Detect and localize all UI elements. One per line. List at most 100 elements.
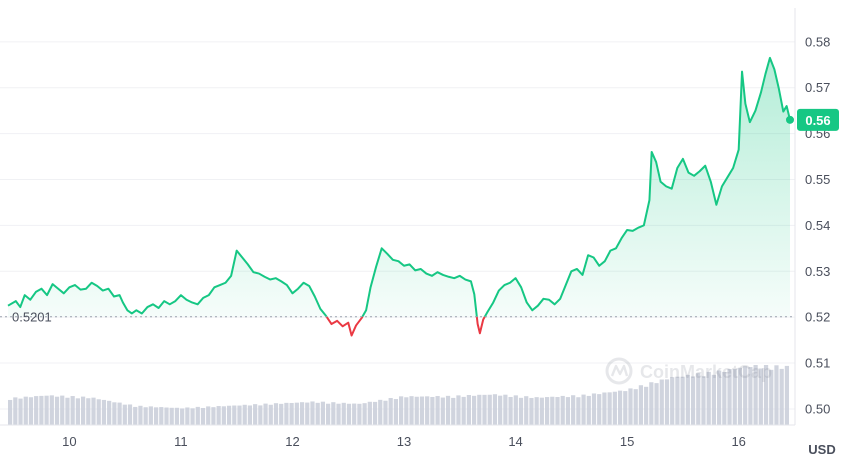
volume-bar xyxy=(378,399,383,425)
volume-bar xyxy=(769,369,774,425)
volume-bar xyxy=(159,407,164,425)
volume-bar xyxy=(539,397,544,425)
y-tick-label: 0.50 xyxy=(805,401,830,416)
volume-bar xyxy=(367,401,372,425)
current-price-label: 0.56 xyxy=(805,113,830,128)
volume-bar xyxy=(268,404,273,425)
volume-bar xyxy=(482,394,487,425)
volume-bar xyxy=(247,405,253,425)
volume-bar xyxy=(628,388,633,425)
volume-bar xyxy=(299,402,305,425)
volume-bar xyxy=(659,379,664,425)
volume-bar xyxy=(581,394,586,425)
volume-bar xyxy=(133,406,138,425)
volume-bar xyxy=(70,396,75,425)
volume-bar xyxy=(13,397,18,425)
volume-bar xyxy=(232,405,237,425)
x-tick-label: 16 xyxy=(731,434,745,449)
volume-bar xyxy=(690,376,696,425)
volume-bar xyxy=(591,393,597,425)
volume-bar xyxy=(696,373,701,425)
volume-bar xyxy=(534,397,539,425)
volume-bar xyxy=(226,405,232,425)
volume-bar xyxy=(430,396,435,425)
volume-bar xyxy=(39,395,44,425)
volume-bar xyxy=(195,406,200,425)
volume-bar xyxy=(341,402,346,425)
volume-bar xyxy=(237,405,242,425)
volume-bar xyxy=(701,376,706,425)
volume-bar xyxy=(346,403,352,425)
volume-bar xyxy=(8,399,13,425)
x-tick-label: 14 xyxy=(508,434,522,449)
volume-bar xyxy=(101,399,107,425)
volume-bar xyxy=(753,365,758,425)
volume-bar xyxy=(409,396,414,425)
volume-bar xyxy=(372,401,378,425)
volume-bar xyxy=(456,395,461,425)
volume-bar xyxy=(550,396,555,425)
volume-bar xyxy=(60,395,65,425)
volume-bar xyxy=(28,397,34,425)
y-tick-label: 0.58 xyxy=(805,34,830,49)
volume-bars xyxy=(8,365,789,425)
volume-bar xyxy=(315,402,320,425)
volume-bar xyxy=(461,396,466,425)
volume-bar xyxy=(138,405,143,425)
volume-bar xyxy=(607,392,612,425)
volume-bar xyxy=(440,397,445,425)
volume-bar xyxy=(331,402,336,425)
volume-bar xyxy=(143,407,148,425)
volume-bar xyxy=(263,403,268,425)
volume-bar xyxy=(727,369,732,425)
volume-bar xyxy=(148,406,153,425)
price-area xyxy=(8,57,790,317)
volume-bar xyxy=(258,405,263,425)
volume-bar xyxy=(711,374,717,425)
volume-bar xyxy=(612,391,617,425)
volume-bar xyxy=(586,395,591,425)
volume-bar xyxy=(638,385,644,425)
volume-bar xyxy=(555,397,560,425)
volume-bar xyxy=(65,397,70,425)
volume-bar xyxy=(706,371,711,425)
volume-bar xyxy=(763,365,769,425)
volume-bar xyxy=(34,396,39,425)
volume-bar xyxy=(357,403,362,425)
volume-bar xyxy=(388,398,393,425)
volume-bar xyxy=(383,400,388,425)
volume-bar xyxy=(80,396,86,425)
volume-bar xyxy=(75,398,80,425)
volume-bar xyxy=(576,397,581,425)
volume-bar xyxy=(518,397,524,425)
volume-bar xyxy=(784,365,789,425)
volume-bar xyxy=(206,406,211,425)
volume-bar xyxy=(242,404,247,425)
x-tick-label: 15 xyxy=(620,434,634,449)
y-tick-label: 0.54 xyxy=(805,218,830,233)
volume-bar xyxy=(362,403,367,425)
volume-bar xyxy=(617,390,623,425)
volume-bar xyxy=(466,395,471,425)
volume-bar xyxy=(23,396,28,425)
volume-bar xyxy=(284,402,289,425)
volume-bar xyxy=(122,404,127,425)
volume-bar xyxy=(352,403,357,425)
volume-bar xyxy=(623,391,628,425)
current-price-dot xyxy=(786,115,794,124)
y-tick-label: 0.53 xyxy=(805,264,830,279)
watermark-logo: CoinMarketCap xyxy=(605,357,772,385)
volume-bar xyxy=(717,370,722,425)
volume-bar xyxy=(529,397,534,425)
current-price-badge: 0.56 xyxy=(786,108,839,131)
y-tick-label: 0.55 xyxy=(805,172,830,187)
volume-bar xyxy=(477,394,482,425)
volume-bar xyxy=(571,395,576,425)
volume-bar xyxy=(169,407,174,425)
volume-bar xyxy=(722,371,727,425)
volume-bar xyxy=(185,407,190,425)
volume-bar xyxy=(487,394,492,425)
volume-bar xyxy=(221,406,226,425)
price-area-fill xyxy=(8,57,790,317)
volume-bar xyxy=(503,394,508,425)
